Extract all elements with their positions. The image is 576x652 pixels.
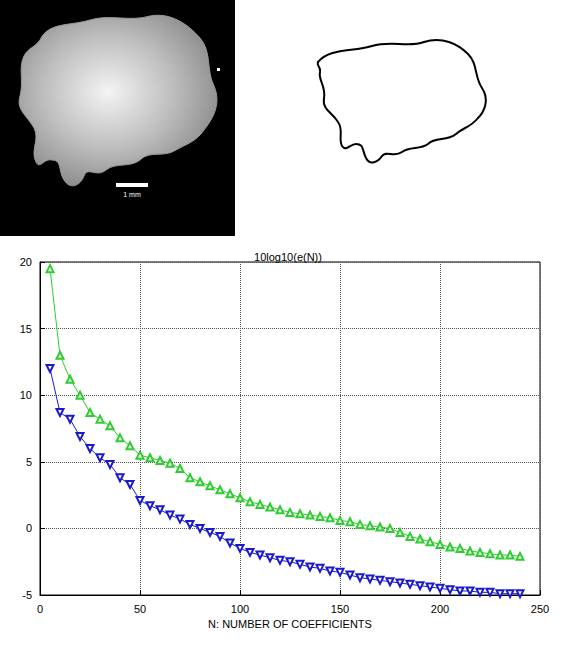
- svg-text:10: 10: [20, 389, 32, 401]
- svg-text:0: 0: [26, 522, 32, 534]
- svg-text:-5: -5: [22, 589, 32, 601]
- svg-text:10log10(e(N)): 10log10(e(N)): [254, 251, 322, 263]
- svg-text:200: 200: [431, 603, 449, 615]
- svg-text:N: NUMBER OF COEFFICIENTS: N: NUMBER OF COEFFICIENTS: [208, 618, 372, 630]
- svg-text:50: 50: [134, 603, 146, 615]
- svg-text:1 mm: 1 mm: [123, 191, 141, 198]
- svg-text:150: 150: [331, 603, 349, 615]
- svg-text:5: 5: [26, 456, 32, 468]
- svg-text:250: 250: [531, 603, 549, 615]
- svg-text:15: 15: [20, 323, 32, 335]
- svg-text:20: 20: [20, 256, 32, 268]
- svg-text:0: 0: [37, 603, 43, 615]
- svg-text:100: 100: [231, 603, 249, 615]
